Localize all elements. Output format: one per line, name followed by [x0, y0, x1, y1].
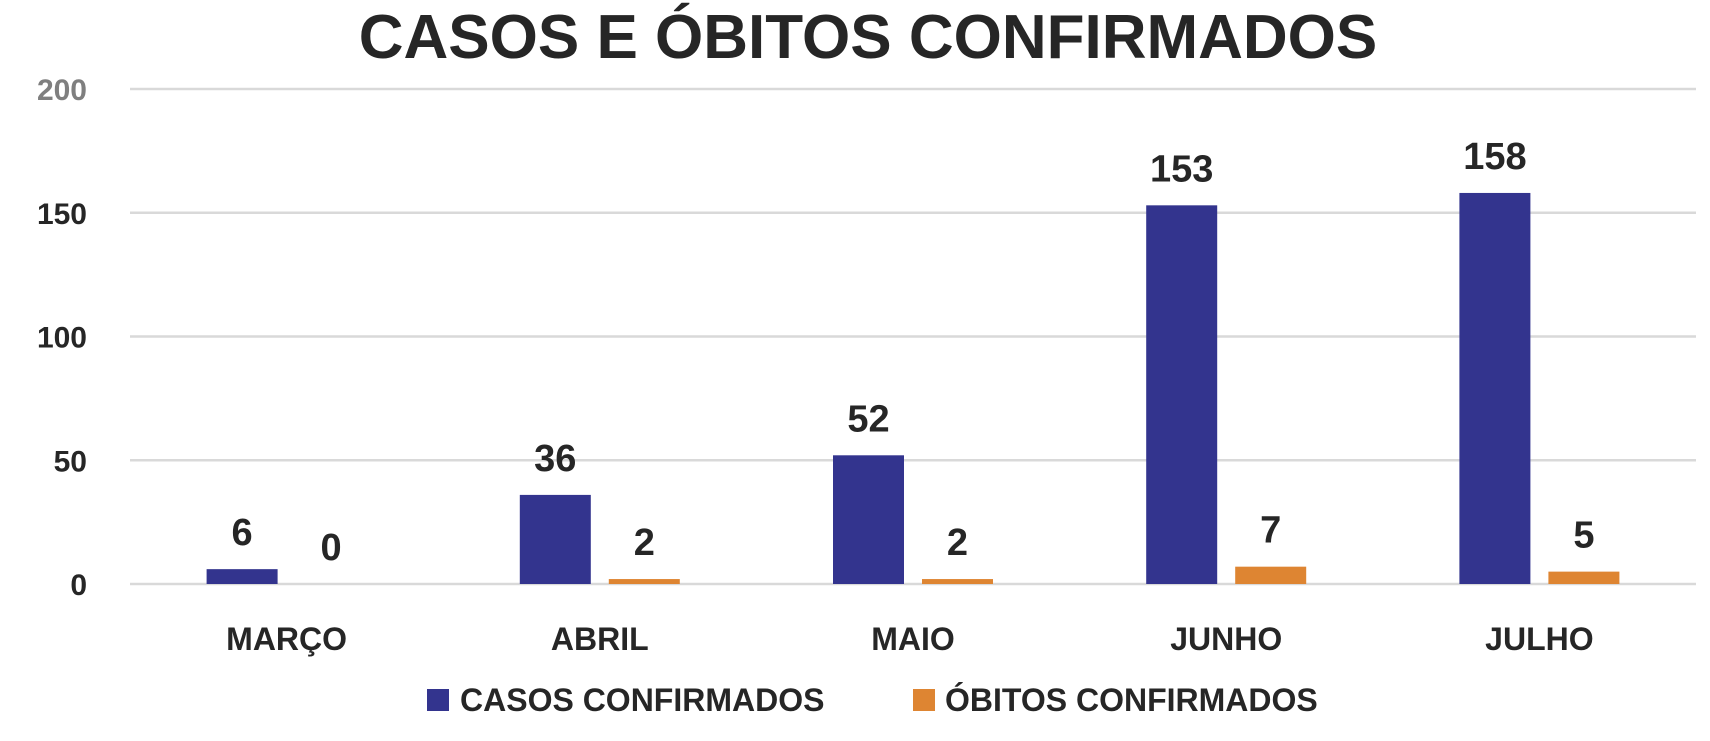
chart-title: CASOS E ÓBITOS CONFIRMADOS	[359, 3, 1378, 72]
bar-casos-2	[833, 455, 904, 584]
gridlines	[130, 87, 1696, 586]
legend: CASOS CONFIRMADOS ÓBITOS CONFIRMADOS	[427, 682, 1318, 718]
bar-casos-0	[206, 569, 278, 584]
data-label-obitos-3: 7	[1260, 510, 1281, 552]
bar-obitos-4	[1548, 571, 1620, 584]
category-label: MARÇO	[226, 621, 347, 657]
bar-obitos-1	[608, 579, 680, 584]
data-label-casos-2: 52	[847, 398, 889, 440]
legend-label-obitos: ÓBITOS CONFIRMADOS	[945, 682, 1318, 718]
y-tick-label: 50	[54, 445, 87, 478]
data-label-casos-3: 153	[1150, 148, 1213, 190]
data-label-obitos-4: 5	[1573, 515, 1594, 557]
category-label: ABRIL	[551, 621, 649, 657]
data-label-obitos-0: 0	[321, 527, 342, 569]
bar-casos-3	[1146, 205, 1218, 584]
bars	[206, 192, 1620, 584]
y-axis-ticks: 0 50 100 150 200	[37, 74, 87, 602]
data-label-casos-1: 36	[534, 438, 576, 480]
legend-swatch-obitos	[913, 689, 935, 711]
bar-obitos-2	[922, 579, 993, 584]
category-label: JULHO	[1485, 621, 1593, 657]
legend-swatch-casos	[427, 689, 449, 711]
y-tick-label: 200	[37, 74, 87, 107]
category-label: JUNHO	[1170, 621, 1282, 657]
data-label-obitos-2: 2	[947, 522, 968, 564]
x-axis-categories: MARÇO ABRIL MAIO JUNHO JULHO	[226, 621, 1593, 657]
bar-casos-4	[1459, 192, 1531, 584]
data-label-obitos-1: 2	[634, 522, 655, 564]
data-label-casos-0: 6	[232, 512, 253, 554]
data-label-casos-4: 158	[1463, 136, 1526, 178]
category-label: MAIO	[871, 621, 955, 657]
y-tick-label: 100	[37, 322, 87, 355]
data-labels: 6 0 36 2 52 2 153 7 158 5	[232, 136, 1595, 569]
y-tick-label: 150	[37, 198, 87, 231]
legend-label-casos: CASOS CONFIRMADOS	[460, 682, 824, 718]
bar-obitos-3	[1235, 566, 1307, 584]
y-tick-label: 0	[70, 569, 87, 602]
bar-casos-1	[519, 494, 591, 584]
